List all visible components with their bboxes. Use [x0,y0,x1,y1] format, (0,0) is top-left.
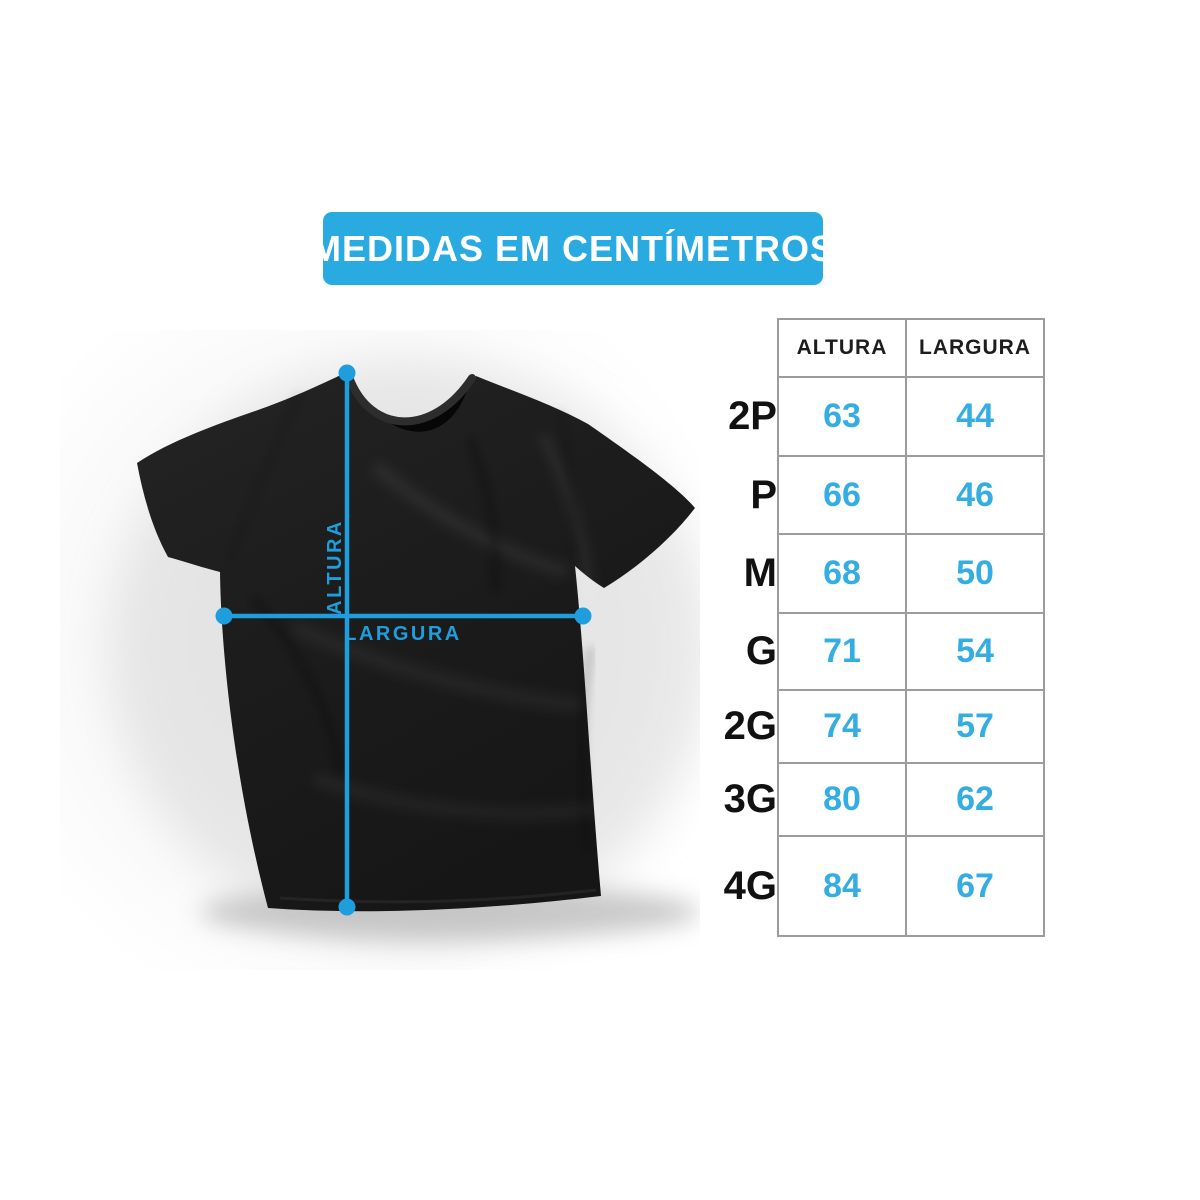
measurement-overlay: ALTURA LARGURA [215,364,592,916]
altura-value: 63 [777,376,907,457]
height-line-top-dot [338,364,356,382]
largura-value: 50 [905,533,1045,614]
size-label: M [743,551,777,595]
table-corner-cell [690,319,778,377]
title-banner: MEDIDAS EM CENTÍMETROS [311,212,834,285]
altura-value: 84 [777,835,907,937]
width-measure-label: LARGURA [344,623,462,645]
height-line-bottom-dot [338,898,356,916]
altura-value: 74 [777,689,907,764]
page-title: MEDIDAS EM CENTÍMETROS [311,227,836,269]
largura-value: 67 [905,835,1045,937]
width-line-left-dot [215,607,233,625]
largura-value: 62 [905,762,1045,837]
altura-value: 66 [777,455,907,535]
size-row: 3G 80 62 [690,762,1045,837]
largura-value: 54 [905,612,1045,691]
height-measure-label: ALTURA [324,519,346,615]
size-label: 4G [723,863,777,908]
size-row: 4G 84 67 [690,835,1045,937]
column-header-altura: ALTURA [777,318,907,378]
altura-value: 71 [777,612,907,691]
size-row: G 71 54 [690,612,1045,691]
size-label: G [745,629,777,673]
tshirt-body [137,373,695,912]
size-label: P [750,472,777,517]
fabric-wrinkles [228,393,597,904]
table-header-row: ALTURA LARGURA [690,318,1045,378]
size-row: P 66 46 [690,455,1045,535]
largura-value: 46 [905,455,1045,535]
size-table: ALTURA LARGURA 2P 63 44 P 66 46 M 68 50 … [690,318,1045,937]
tshirt-measurement-diagram: ALTURA LARGURA [60,330,700,970]
altura-value: 68 [777,533,907,614]
column-header-largura: LARGURA [905,318,1045,378]
size-row: M 68 50 [690,533,1045,614]
size-label: 2P [728,394,777,438]
largura-value: 57 [905,689,1045,764]
largura-value: 44 [905,376,1045,457]
size-row: 2P 63 44 [690,376,1045,457]
size-row: 2G 74 57 [690,689,1045,764]
altura-value: 80 [777,762,907,837]
collar-band [345,373,476,426]
collar-opening [351,379,470,432]
width-line-right-dot [574,607,592,625]
size-label: 3G [723,777,777,821]
size-label: 2G [723,704,777,748]
